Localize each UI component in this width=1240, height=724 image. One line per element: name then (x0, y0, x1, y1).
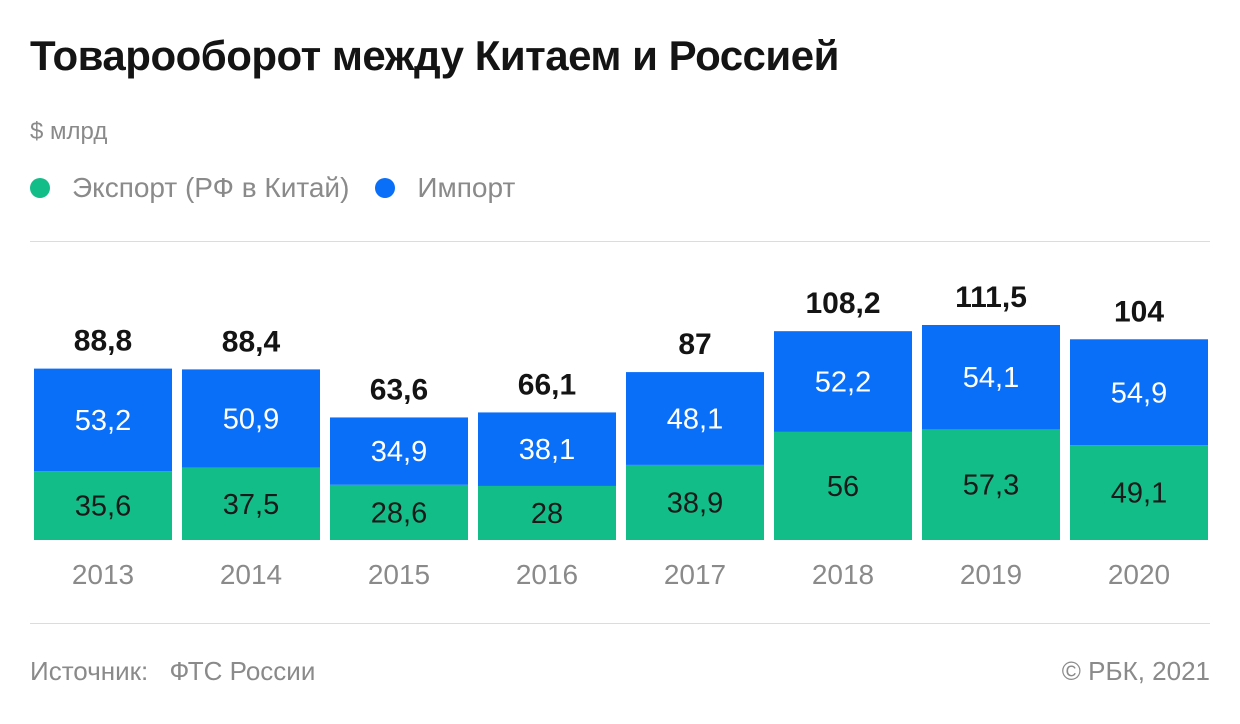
label-import-2019: 54,1 (963, 362, 1019, 394)
x-tick-2020: 2020 (1108, 559, 1170, 590)
bar-export-2014 (182, 467, 320, 540)
unit-label: $ млрд (30, 118, 108, 145)
bar-import-2014 (182, 369, 320, 468)
x-tick-2016: 2016 (516, 559, 578, 590)
bar-export-2015 (330, 484, 468, 540)
label-export-2014: 37,5 (223, 489, 279, 521)
label-export-2016: 28 (531, 498, 563, 530)
x-tick-2015: 2015 (368, 559, 430, 590)
source-note: Источник: ФТС России (30, 656, 315, 687)
label-export-2020: 49,1 (1111, 478, 1167, 510)
label-import-2017: 48,1 (667, 404, 723, 436)
bar-import-2017 (626, 372, 764, 465)
label-import-2013: 53,2 (75, 405, 131, 437)
label-export-2017: 38,9 (667, 487, 723, 519)
legend-item-import: Импорт (375, 172, 515, 204)
label-export-2015: 28,6 (371, 497, 427, 529)
x-tick-2018: 2018 (812, 559, 874, 590)
label-export-2018: 56 (827, 471, 859, 503)
label-import-2020: 54,9 (1111, 377, 1167, 409)
bottom-divider (30, 623, 1210, 624)
legend-label-import: Импорт (417, 172, 516, 203)
bar-export-2018 (774, 431, 912, 540)
bar-import-2013 (34, 368, 172, 472)
label-total-2014: 88,4 (222, 325, 281, 358)
bar-import-2018 (774, 331, 912, 432)
label-total-2019: 111,5 (955, 281, 1027, 314)
label-import-2014: 50,9 (223, 404, 279, 436)
bar-export-2013 (34, 471, 172, 540)
legend-dot-import-icon (375, 178, 396, 198)
legend: Экспорт (РФ в Китай) Импорт (30, 172, 541, 204)
chart-title: Товарооборот между Китаем и Россией (30, 32, 839, 79)
label-export-2013: 35,6 (75, 491, 131, 523)
bar-export-2016 (478, 485, 616, 540)
bar-export-2017 (626, 464, 764, 540)
bar-import-2019 (922, 324, 1060, 430)
legend-label-export: Экспорт (РФ в Китай) (72, 172, 350, 203)
bar-import-2020 (1070, 339, 1208, 446)
bar-export-2019 (922, 429, 1060, 540)
stacked-bar-chart: 35,6 53,2 88,8 2013 37,5 50,9 88,4 2014 28,6 34,9… (34, 281, 1208, 590)
label-total-2017: 87 (678, 328, 711, 361)
bar-import-2015 (330, 417, 468, 485)
source-value: ФТС России (169, 656, 316, 686)
label-import-2018: 52,2 (815, 367, 871, 399)
copyright: © РБК, 2021 (1061, 656, 1210, 686)
label-import-2016: 38,1 (519, 434, 575, 466)
label-total-2016: 66,1 (518, 368, 576, 401)
label-total-2018: 108,2 (805, 287, 880, 320)
label-total-2013: 88,8 (74, 325, 132, 358)
legend-dot-export-icon (30, 178, 50, 198)
bar-import-2016 (478, 412, 616, 486)
top-divider (30, 241, 1210, 242)
x-tick-2014: 2014 (220, 559, 282, 590)
legend-item-export: Экспорт (РФ в Китай) (30, 172, 349, 204)
x-tick-2017: 2017 (664, 559, 726, 590)
label-import-2015: 34,9 (371, 436, 427, 468)
label-total-2015: 63,6 (370, 373, 428, 406)
label-total-2020: 104 (1114, 295, 1164, 328)
x-tick-2013: 2013 (72, 559, 134, 590)
source-label: Источник: (30, 656, 149, 686)
label-export-2019: 57,3 (963, 470, 1019, 502)
x-tick-2019: 2019 (960, 559, 1022, 590)
bar-export-2020 (1070, 445, 1208, 540)
